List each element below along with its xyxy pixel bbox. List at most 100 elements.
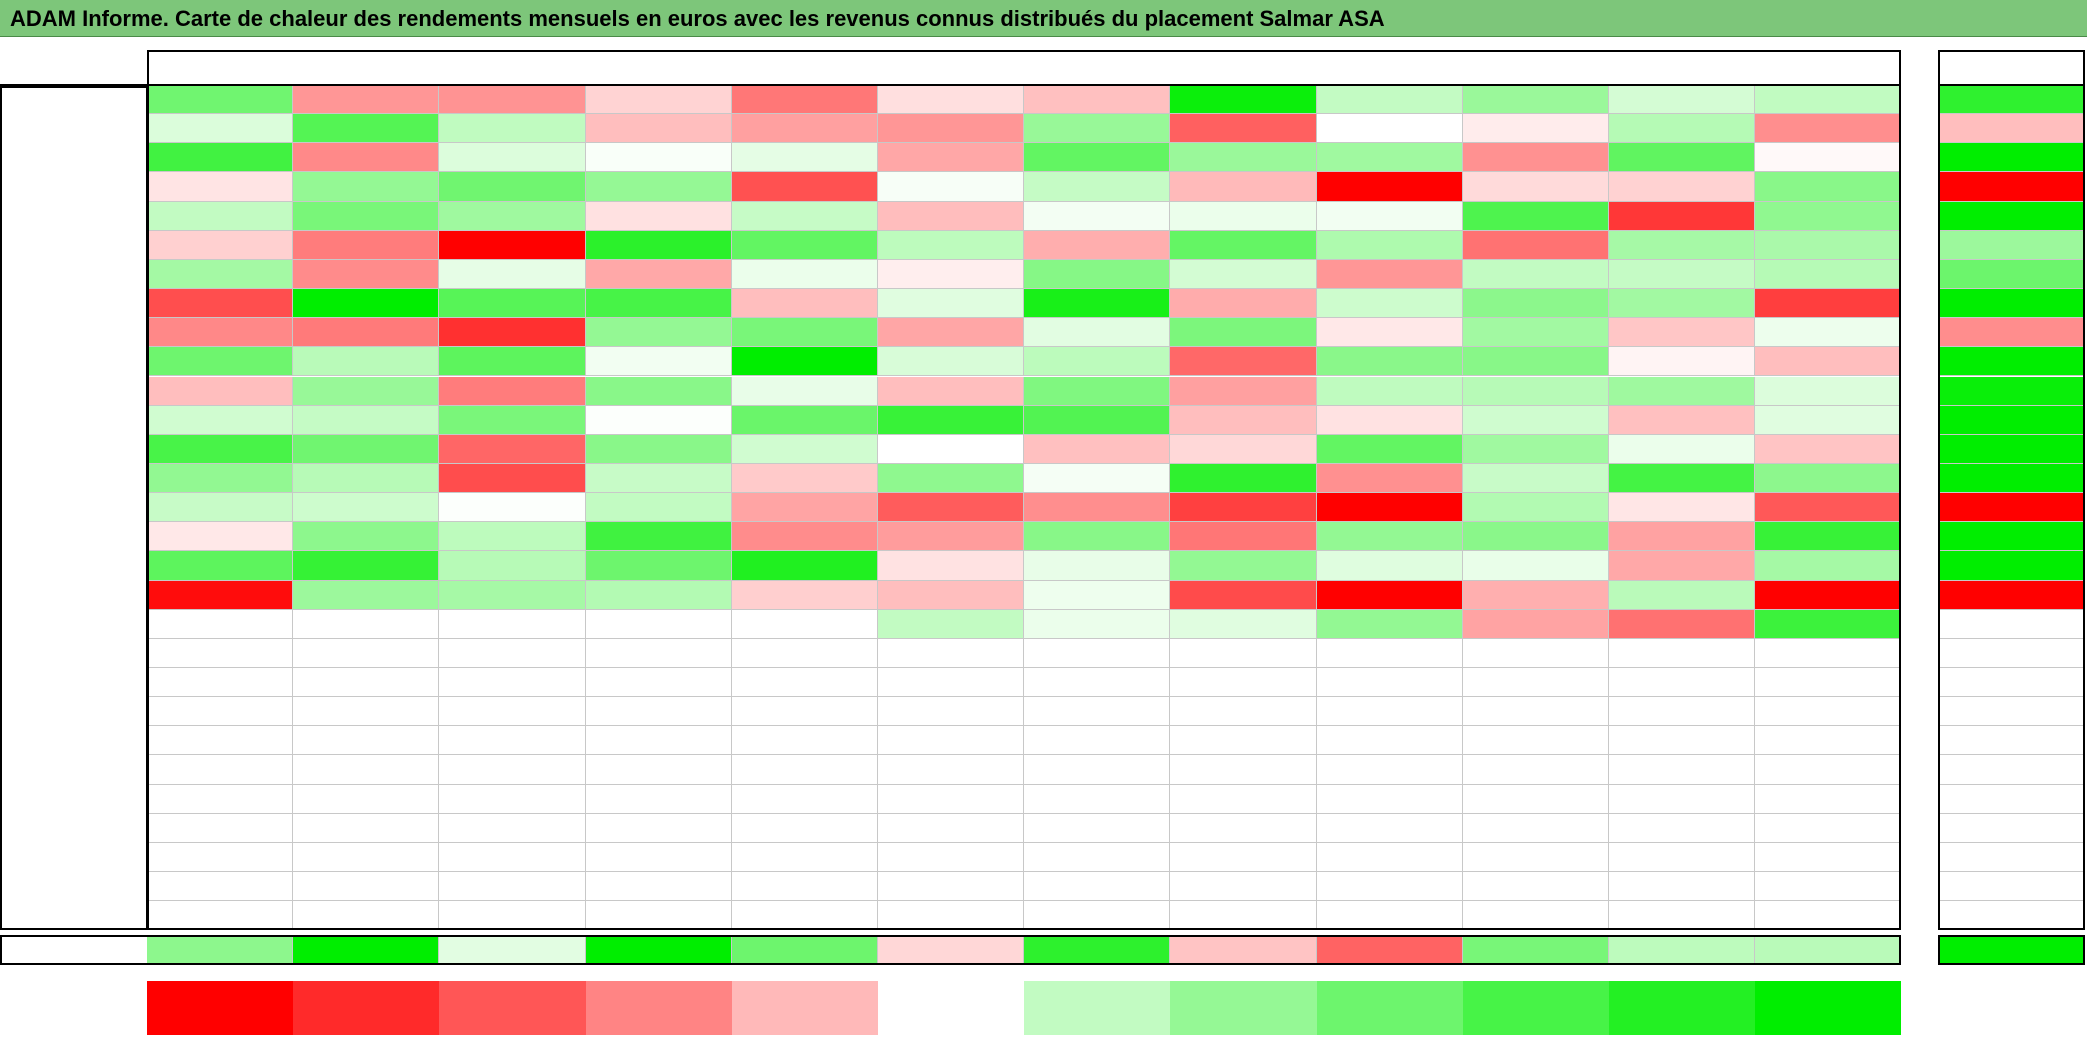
heatmap-cell: [293, 609, 440, 639]
heatmap-cell: [439, 813, 586, 843]
heatmap-cell: [147, 813, 294, 843]
heatmap-cell: [1024, 114, 1171, 144]
heatmap-cell: [1755, 872, 1902, 902]
heatmap-cell: [1316, 872, 1463, 902]
heatmap-cell: [878, 376, 1025, 406]
heatmap-cell: [878, 405, 1025, 435]
heatmap-cell: [1024, 347, 1171, 377]
heatmap-cell: [1609, 638, 1756, 668]
heatmap-cell: [1316, 114, 1463, 144]
heatmap-cell: [1462, 172, 1609, 202]
annual-cell: [1938, 230, 2085, 260]
heatmap-cell: [1755, 784, 1902, 814]
heatmap-cell: [878, 872, 1025, 902]
heatmap-cell: [1462, 230, 1609, 260]
heatmap-cell: [585, 842, 732, 873]
annual-cell: [1938, 668, 2085, 698]
heatmap-cell: [731, 609, 878, 639]
heatmap-cell: [1316, 85, 1463, 115]
heatmap-cell: [1609, 347, 1756, 377]
heatmap-cell: [1170, 114, 1317, 144]
average-cell: [1170, 935, 1317, 965]
heatmap-cell: [1024, 726, 1171, 756]
heatmap-cell: [147, 551, 294, 581]
heatmap-cell: [731, 114, 878, 144]
heatmap-cell: [1024, 609, 1171, 639]
heatmap-cell: [1609, 259, 1756, 290]
heatmap-cell: [1755, 318, 1902, 348]
heatmap-cell: [1170, 85, 1317, 115]
heatmap-cell: [1170, 551, 1317, 581]
heatmap-cell: [1609, 901, 1756, 931]
heatmap-cell: [585, 784, 732, 814]
year-label: [0, 435, 147, 464]
annual-cell: [1938, 522, 2085, 552]
month-header: [1316, 50, 1463, 85]
annual-cell: [1938, 755, 2085, 785]
heatmap-cell: [1024, 813, 1171, 843]
heatmap-cell: [439, 318, 586, 348]
heatmap-cell: [585, 551, 732, 581]
heatmap-cell: [731, 755, 878, 785]
month-header: [731, 50, 878, 85]
annual-cell: [1938, 376, 2085, 406]
heatmap-cell: [439, 376, 586, 406]
heatmap-cell: [731, 522, 878, 552]
heatmap-cell: [1755, 551, 1902, 581]
heatmap-cell: [585, 85, 732, 115]
heatmap-cell: [1755, 376, 1902, 406]
heatmap-cell: [731, 697, 878, 727]
color-scale-step: [1024, 981, 1171, 1035]
color-scale-step: [1170, 981, 1317, 1035]
heatmap-cell: [147, 463, 294, 494]
average-label: [0, 935, 147, 965]
heatmap-cell: [1755, 668, 1902, 698]
annual-cell: [1938, 697, 2085, 727]
heatmap-cell: [439, 872, 586, 902]
heatmap-cell: [1609, 376, 1756, 406]
heatmap-cell: [1755, 726, 1902, 756]
heatmap-cell: [731, 463, 878, 494]
heatmap-cell: [878, 143, 1025, 173]
heatmap-cell: [1316, 842, 1463, 873]
heatmap-cell: [1170, 726, 1317, 756]
heatmap-cell: [1609, 172, 1756, 202]
heatmap-cell: [731, 842, 878, 873]
year-label: [0, 697, 147, 726]
heatmap-cell: [1755, 289, 1902, 319]
heatmap-cell: [1024, 755, 1171, 785]
heatmap-cell: [1609, 726, 1756, 756]
annual-cell: [1938, 726, 2085, 756]
heatmap-cell: [1316, 434, 1463, 464]
heatmap-cell: [1462, 580, 1609, 610]
heatmap-cell: [585, 697, 732, 727]
heatmap-cell: [1609, 522, 1756, 552]
annual-cell: [1938, 842, 2085, 873]
annual-cell: [1938, 172, 2085, 202]
heatmap-cell: [439, 463, 586, 494]
heatmap-cell: [1024, 143, 1171, 173]
heatmap-cell: [1609, 230, 1756, 260]
heatmap-cell: [293, 522, 440, 552]
annual-cell: [1938, 872, 2085, 902]
heatmap-cell: [1170, 842, 1317, 873]
year-label: [0, 785, 147, 814]
heatmap-cell: [1462, 901, 1609, 931]
heatmap-cell: [1462, 872, 1609, 902]
average-cell: [1755, 935, 1902, 965]
heatmap-cell: [293, 580, 440, 610]
heatmap-cell: [1755, 638, 1902, 668]
year-label: [0, 318, 147, 347]
average-cell: [1024, 935, 1171, 965]
heatmap-cell: [293, 434, 440, 464]
heatmap-cell: [439, 726, 586, 756]
year-label: [0, 85, 147, 114]
annual-cell: [1938, 405, 2085, 435]
heatmap-cell: [878, 463, 1025, 494]
annual-cell: [1938, 463, 2085, 494]
heatmap-cell: [439, 143, 586, 173]
heatmap-cell: [878, 755, 1025, 785]
heatmap-cell: [878, 580, 1025, 610]
heatmap-cell: [1170, 172, 1317, 202]
heatmap-cell: [731, 230, 878, 260]
